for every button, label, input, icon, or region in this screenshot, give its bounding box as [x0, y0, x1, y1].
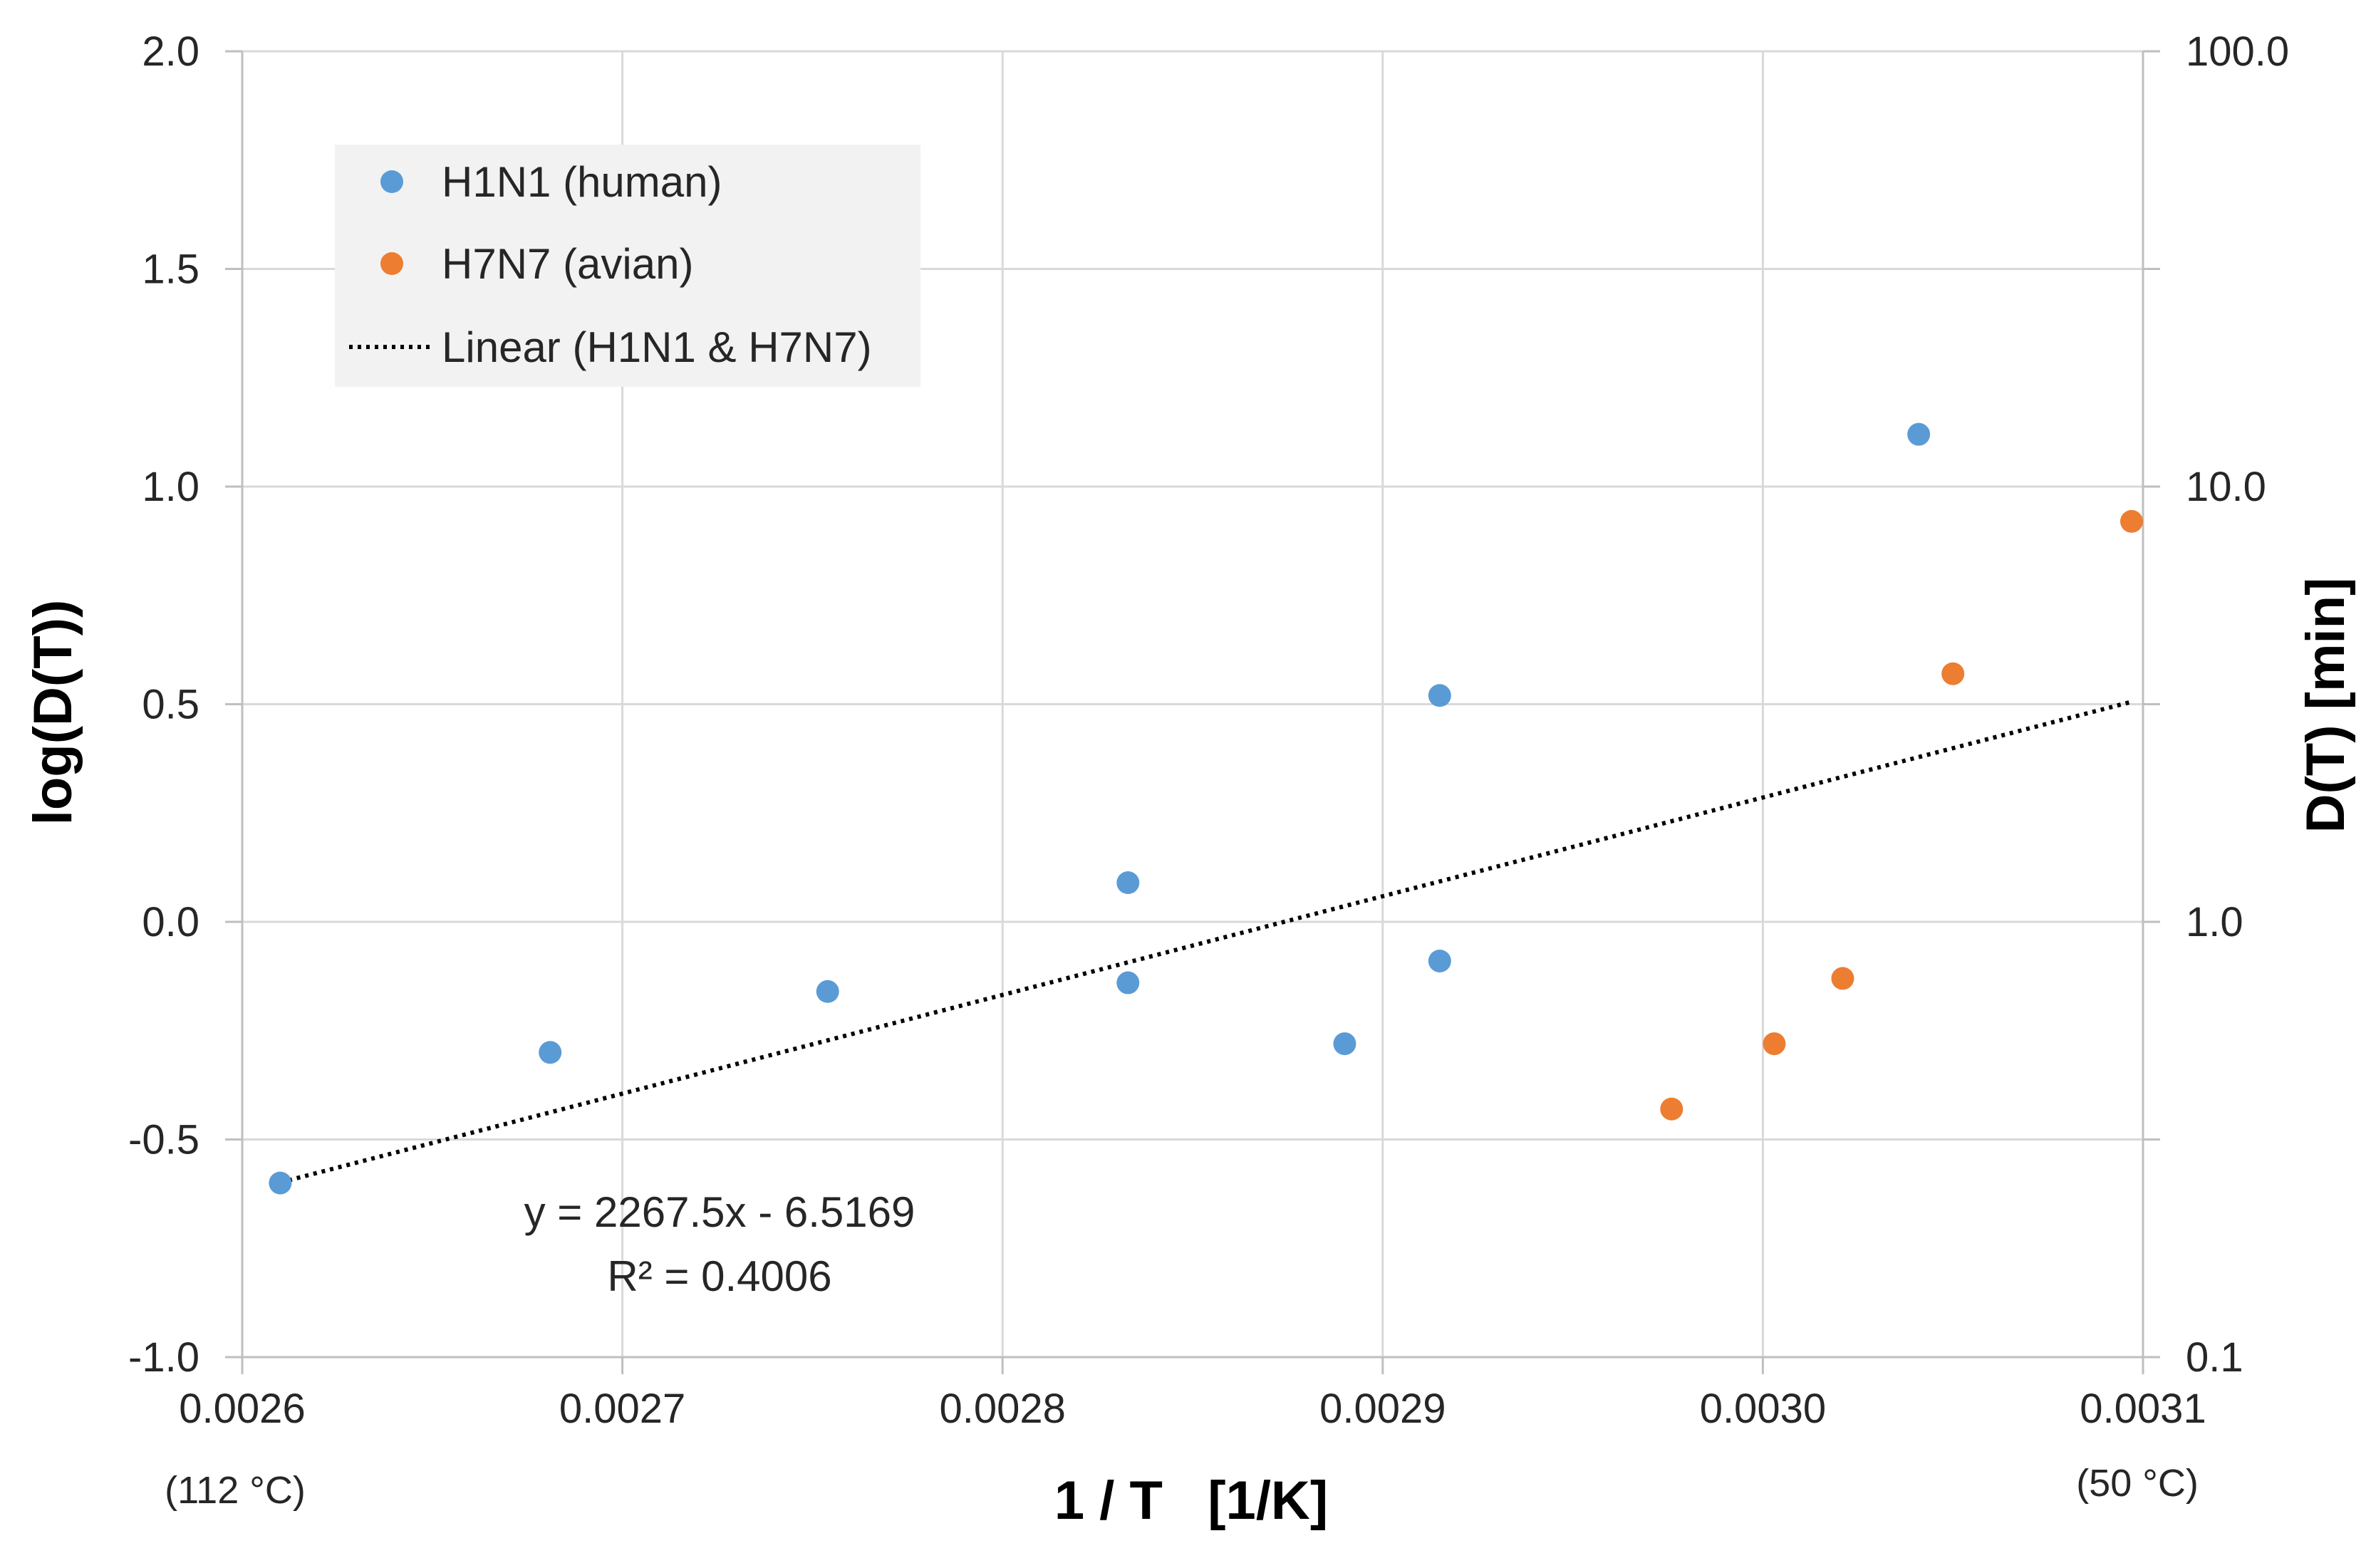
- x-axis-ticks: 0.0026 0.0027 0.0028 0.0029 0.0030 0.0031: [179, 1357, 2206, 1432]
- y2-tick-label: 0.1: [2186, 1334, 2243, 1381]
- trendline-equation: y = 2267.5x - 6.5169: [524, 1188, 915, 1236]
- legend: H1N1 (human) H7N7 (avian) Linear (H1N1 &…: [335, 145, 920, 387]
- point-h1n1: [1116, 971, 1140, 995]
- point-h1n1: [1428, 684, 1451, 707]
- point-h1n1: [269, 1171, 292, 1195]
- y-axis-ticks: 2.0 1.5 1.0 0.5 0.0 -0.5 -1.0: [128, 28, 242, 1381]
- point-h7n7: [1660, 1097, 1683, 1121]
- legend-label-trendline: Linear (H1N1 & H7N7): [442, 323, 872, 371]
- x-tick-label: 0.0027: [559, 1386, 685, 1432]
- legend-box: [335, 145, 920, 387]
- point-h7n7: [1763, 1032, 1786, 1056]
- y-tick-label: 1.0: [142, 464, 199, 510]
- point-h7n7: [2119, 509, 2143, 533]
- point-h1n1: [1907, 422, 1931, 446]
- y-tick-label: 2.0: [142, 28, 199, 75]
- y-tick-label: -0.5: [128, 1117, 199, 1163]
- point-h1n1: [1428, 949, 1451, 972]
- legend-marker-h1n1: [380, 170, 403, 193]
- y2-tick-label: 10.0: [2186, 464, 2266, 510]
- point-h1n1: [1116, 871, 1140, 895]
- y2-tick-label: 1.0: [2186, 899, 2243, 945]
- y-axis-title: log(D(T)): [23, 600, 83, 826]
- y2-tick-label: 100.0: [2186, 28, 2289, 75]
- legend-marker-h7n7: [380, 252, 403, 275]
- y-tick-label: 0.5: [142, 682, 199, 728]
- trendline: [279, 700, 2132, 1185]
- x-axis-title: 1 / T [1/K]: [1054, 1470, 1328, 1531]
- y-tick-label: 0.0: [142, 899, 199, 945]
- legend-label-h7n7: H7N7 (avian): [442, 240, 693, 288]
- point-h1n1: [539, 1041, 562, 1064]
- legend-label-h1n1: H1N1 (human): [442, 158, 722, 206]
- point-h7n7: [1831, 967, 1854, 990]
- x-tick-label: 0.0029: [1319, 1386, 1446, 1432]
- x-tick-label: 0.0028: [939, 1386, 1065, 1432]
- x-tick-label: 0.0030: [1700, 1386, 1826, 1432]
- x-note-left: (112 °C): [165, 1469, 306, 1512]
- y-tick-label: 1.5: [142, 246, 199, 293]
- data-points: [269, 422, 2143, 1195]
- y2-axis-ticks: 100.0 10.0 1.0 0.1: [2143, 28, 2289, 1381]
- x-tick-label: 0.0026: [179, 1386, 305, 1432]
- point-h1n1: [1333, 1032, 1356, 1056]
- y2-axis-title: D(T) [min]: [2295, 578, 2356, 834]
- point-h1n1: [816, 980, 839, 1003]
- y-tick-label: -1.0: [128, 1334, 199, 1381]
- x-tick-label: 0.0031: [2080, 1386, 2206, 1432]
- x-note-right: (50 °C): [2076, 1462, 2199, 1505]
- point-h7n7: [1941, 662, 1965, 685]
- trendline-r2: R² = 0.4006: [607, 1252, 831, 1300]
- trendline-group: [279, 700, 2132, 1185]
